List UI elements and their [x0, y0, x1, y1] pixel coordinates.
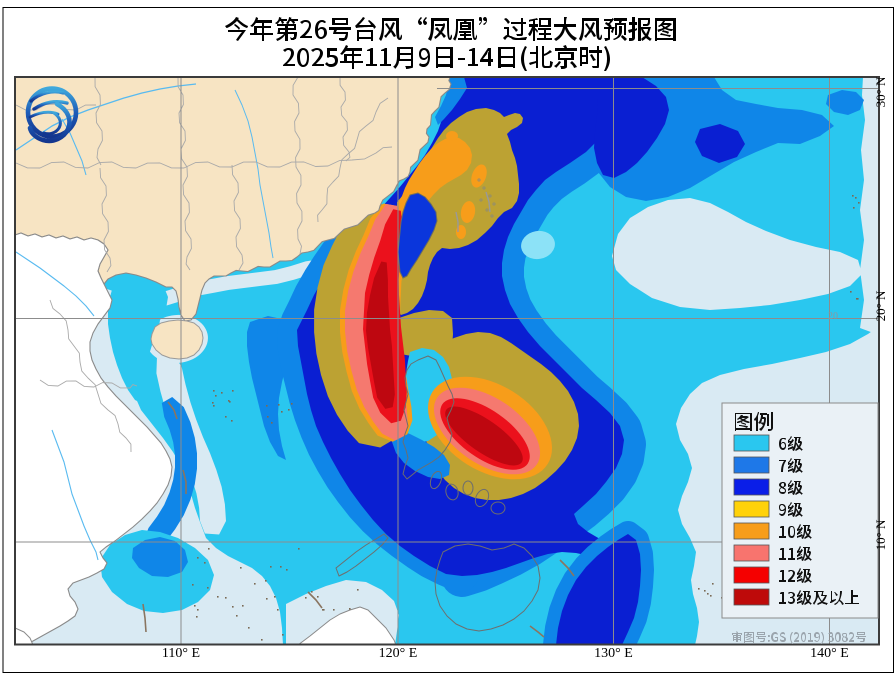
svg-text:120° E: 120° E: [379, 646, 418, 661]
svg-text:110° E: 110° E: [162, 646, 200, 661]
svg-text:20: 20: [828, 311, 838, 322]
svg-text:10° N: 10° N: [873, 519, 888, 550]
svg-text:140° E: 140° E: [810, 646, 849, 661]
svg-text:130° E: 130° E: [594, 646, 633, 661]
svg-text:30° N: 30° N: [873, 76, 888, 107]
svg-text:20° N: 20° N: [873, 290, 888, 321]
